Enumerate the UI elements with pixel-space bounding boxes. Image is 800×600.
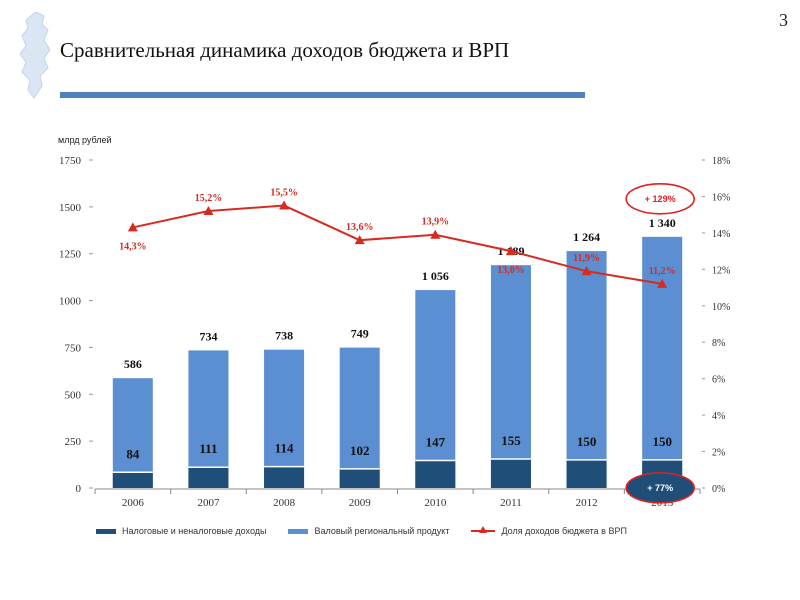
x-tick-label: 2010	[424, 497, 447, 509]
x-tick-label: 2008	[273, 497, 296, 509]
x-tick-label: 2011	[500, 497, 522, 509]
bar-vrp-label: 738	[275, 329, 293, 343]
bar-tax-label: 84	[126, 446, 140, 461]
share-point-label: 13,6%	[346, 222, 374, 233]
bar-tax	[188, 467, 229, 488]
share-point	[430, 229, 441, 239]
title-underline	[60, 92, 585, 98]
bar-tax-label: 111	[199, 441, 217, 456]
share-point	[354, 235, 365, 245]
right-tick-label: 14%	[712, 229, 730, 240]
legend-item-vrp: Валовый региональный продукт	[288, 526, 449, 536]
bar-tax-label: 147	[426, 434, 446, 449]
legend-swatch-share	[471, 526, 496, 533]
callout-label: + 129%	[645, 194, 676, 204]
bar-vrp	[264, 349, 305, 488]
bar-vrp	[339, 347, 380, 488]
share-point-label: 13,0%	[497, 265, 525, 276]
legend-label-tax: Налоговые и неналоговые доходы	[122, 526, 267, 536]
right-axis: 0% 2% 4% 6% 8% 10% 12% 14% 16% 18%	[702, 156, 730, 495]
bar-vrp-label: 1 264	[573, 230, 600, 244]
x-tick-label: 2009	[349, 497, 372, 509]
share-line: 14,3% 15,2% 15,5% 13,6% 13,9% 13,0% 11,9% 11,2%	[119, 188, 676, 288]
bar-vrp	[642, 236, 683, 488]
bar-tax-label: 150	[652, 434, 672, 449]
bar-tax	[339, 468, 380, 488]
callout-label: + 77%	[647, 483, 673, 493]
left-axis: 0 250 500 750 1000 1250 1500 1750	[59, 155, 93, 495]
legend: Налоговые и неналоговые доходы Валовый р…	[96, 526, 627, 536]
bar-vrp-label: 1 340	[649, 216, 676, 230]
legend-swatch-tax	[96, 528, 116, 534]
bar-vrp	[566, 251, 607, 488]
legend-label-share: Доля доходов бюджета в ВРП	[501, 526, 627, 536]
bar-tax	[415, 460, 456, 488]
share-point-label: 11,2%	[649, 266, 676, 277]
left-tick-label: 1000	[59, 296, 82, 308]
bar-tax-label: 155	[501, 433, 521, 448]
bar-tax-label: 114	[275, 441, 294, 456]
share-point-label: 13,9%	[422, 217, 450, 228]
bar-vrp	[112, 378, 153, 488]
right-tick-label: 8%	[712, 338, 725, 349]
right-tick-label: 4%	[712, 411, 725, 422]
bar-vrp-label: 734	[199, 329, 217, 343]
legend-swatch-vrp	[288, 528, 309, 534]
region-map-icon	[19, 11, 51, 99]
x-axis: 20062007200820092010201120122013	[94, 488, 701, 509]
legend-item-share: Доля доходов бюджета в ВРП	[471, 526, 627, 536]
right-tick-label: 12%	[712, 265, 730, 276]
share-point	[657, 278, 668, 288]
unit-label: млрд рублей	[58, 135, 112, 145]
page-title: Сравнительная динамика доходов бюджета и…	[60, 38, 510, 62]
share-point	[505, 246, 516, 256]
share-point-label: 11,9%	[573, 253, 600, 264]
share-point	[127, 222, 138, 232]
bar-vrp-label: 586	[124, 357, 142, 371]
x-tick-label: 2006	[122, 497, 145, 509]
legend-label-vrp: Валовый региональный продукт	[314, 526, 450, 536]
share-point	[279, 200, 290, 210]
bar-vrp-label: 1 056	[422, 269, 449, 283]
callout-ellipse	[625, 472, 695, 504]
left-tick-label: 750	[65, 342, 82, 354]
bar-vrp	[415, 290, 456, 488]
right-tick-label: 18%	[712, 156, 730, 167]
share-point-label: 14,3%	[119, 241, 147, 252]
right-tick-label: 0%	[712, 484, 725, 495]
share-point	[581, 266, 592, 276]
bar-tax	[566, 459, 607, 488]
right-tick-label: 2%	[712, 448, 725, 459]
left-tick-label: 250	[65, 436, 82, 448]
share-line-path	[132, 204, 663, 285]
bar-vrp	[490, 265, 531, 488]
bar-vrp-label: 749	[351, 327, 369, 341]
left-tick-label: 0	[76, 483, 82, 495]
left-tick-label: 1750	[59, 155, 82, 167]
right-tick-label: 10%	[712, 302, 730, 313]
left-tick-label: 500	[65, 389, 82, 401]
x-tick-label: 2012	[576, 497, 598, 509]
share-point-label: 15,5%	[270, 188, 298, 199]
bar-tax	[264, 466, 305, 488]
bar-tax	[490, 458, 531, 488]
bar-tax-label: 150	[577, 434, 597, 449]
share-point	[203, 206, 214, 216]
callouts: + 129% + 77%	[625, 183, 695, 504]
legend-item-tax: Налоговые и неналоговые доходы	[96, 526, 266, 536]
bar-tax-label: 102	[350, 443, 370, 458]
slide-number: 3	[779, 10, 788, 30]
callout-ellipse	[625, 183, 695, 215]
right-tick-label: 16%	[712, 192, 730, 203]
right-tick-label: 6%	[712, 375, 725, 386]
x-tick-label: 2007	[197, 497, 220, 509]
left-tick-label: 1500	[59, 202, 82, 214]
left-tick-label: 1250	[59, 249, 82, 261]
share-point-label: 15,2%	[195, 193, 223, 204]
bar-vrp	[188, 350, 229, 488]
bar-tax	[112, 472, 153, 488]
